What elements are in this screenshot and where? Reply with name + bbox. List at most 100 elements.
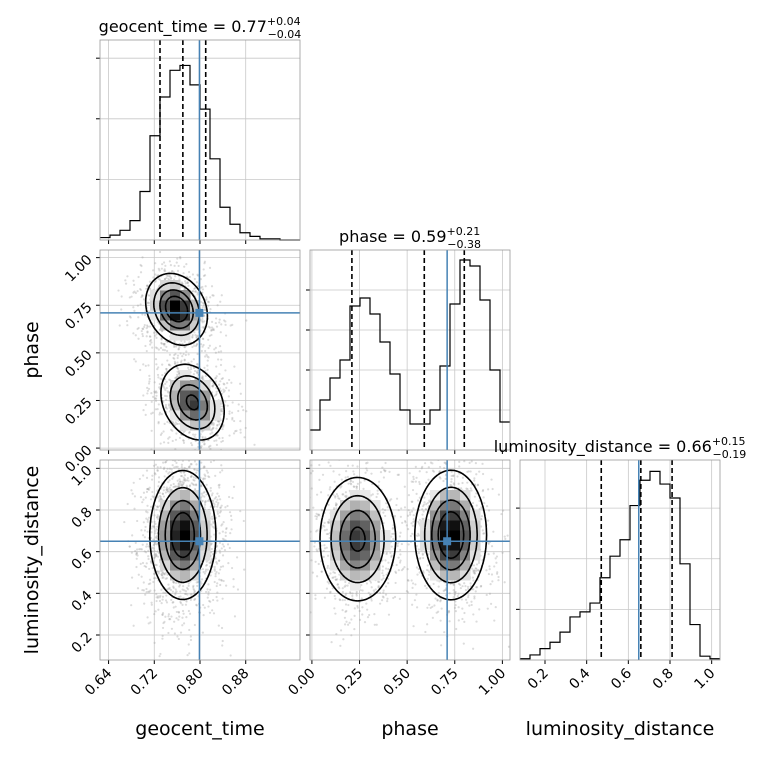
sample-point: [209, 308, 211, 310]
sample-point: [352, 465, 354, 467]
sample-point: [416, 566, 418, 568]
sample-point: [178, 638, 180, 640]
sample-point: [148, 591, 150, 593]
sample-point: [157, 609, 159, 611]
density-panel-geocent_time-vs-phase: [96, 231, 300, 491]
sample-point: [323, 556, 325, 558]
sample-point: [178, 468, 180, 470]
sample-point: [158, 268, 160, 270]
sample-point: [170, 615, 172, 617]
sample-point: [196, 292, 198, 294]
sample-point: [168, 479, 170, 481]
sample-point: [225, 585, 227, 587]
sample-point: [169, 260, 171, 262]
sample-point: [226, 382, 228, 384]
sample-point: [236, 556, 238, 558]
sample-point: [489, 583, 491, 585]
sample-point: [376, 624, 378, 626]
density-cell: [180, 530, 191, 541]
sample-point: [408, 509, 410, 511]
sample-point: [210, 334, 212, 336]
sample-point: [222, 440, 224, 442]
sample-point: [188, 610, 190, 612]
sample-point: [221, 644, 223, 646]
sample-point: [159, 495, 161, 497]
sample-point: [157, 366, 159, 368]
sample-point: [324, 529, 326, 531]
sample-point: [164, 616, 166, 618]
sample-point: [153, 642, 155, 644]
sample-point: [241, 406, 243, 408]
sample-point: [214, 566, 216, 568]
sample-point: [202, 302, 204, 304]
sample-point: [323, 544, 325, 546]
sample-point: [205, 570, 207, 572]
sample-point: [137, 276, 139, 278]
sample-point: [145, 453, 147, 455]
sample-point: [165, 491, 167, 493]
sample-point: [145, 404, 147, 406]
sample-point: [491, 545, 493, 547]
sample-point: [203, 492, 205, 494]
sample-point: [218, 572, 220, 574]
sample-point: [427, 564, 429, 566]
sample-point: [473, 445, 475, 447]
sample-point: [176, 611, 178, 613]
sample-point: [185, 350, 187, 352]
sample-point: [151, 347, 153, 349]
sample-point: [176, 361, 178, 363]
sample-point: [462, 477, 464, 479]
sample-point: [226, 418, 228, 420]
sample-point: [219, 453, 221, 455]
sample-point: [223, 391, 225, 393]
sample-point: [178, 483, 180, 485]
sample-point: [463, 460, 465, 462]
sample-point: [329, 572, 331, 574]
sample-point: [312, 470, 314, 472]
density-cell: [170, 570, 181, 581]
sample-point: [169, 468, 171, 470]
sample-point: [216, 506, 218, 508]
sample-point: [440, 446, 442, 448]
sample-point: [339, 645, 341, 647]
sample-point: [409, 472, 411, 474]
sample-point: [136, 290, 138, 292]
sample-point: [180, 631, 182, 633]
sample-point: [171, 478, 173, 480]
sample-point: [219, 511, 221, 513]
sample-point: [487, 608, 489, 610]
sample-point: [436, 599, 438, 601]
sample-point: [209, 612, 211, 614]
sample-point: [193, 468, 195, 470]
sample-point: [202, 321, 204, 323]
sample-point: [461, 618, 463, 620]
sample-point: [334, 576, 336, 578]
sample-point: [212, 522, 214, 524]
sample-point: [184, 359, 186, 361]
sample-point: [162, 622, 164, 624]
sample-point: [222, 531, 224, 533]
sample-point: [218, 351, 220, 353]
panel-title-phase: phase = 0.59+0.21−0.38: [339, 225, 481, 251]
sample-point: [152, 396, 154, 398]
density-cell: [200, 400, 211, 411]
sample-point: [191, 593, 193, 595]
sample-point: [228, 395, 230, 397]
sample-point: [196, 581, 198, 583]
sample-point: [400, 507, 402, 509]
sample-point: [139, 369, 141, 371]
sample-point: [215, 496, 217, 498]
sample-point: [146, 531, 148, 533]
sample-point: [207, 339, 209, 341]
sample-point: [433, 457, 435, 459]
sample-point: [206, 364, 208, 366]
sample-point: [316, 575, 318, 577]
sample-point: [167, 481, 169, 483]
sample-point: [467, 594, 469, 596]
sample-point: [141, 501, 143, 503]
sample-point: [158, 655, 160, 657]
sample-point: [155, 392, 157, 394]
sample-point: [195, 290, 197, 292]
sample-point: [183, 266, 185, 268]
sample-point: [228, 413, 230, 415]
